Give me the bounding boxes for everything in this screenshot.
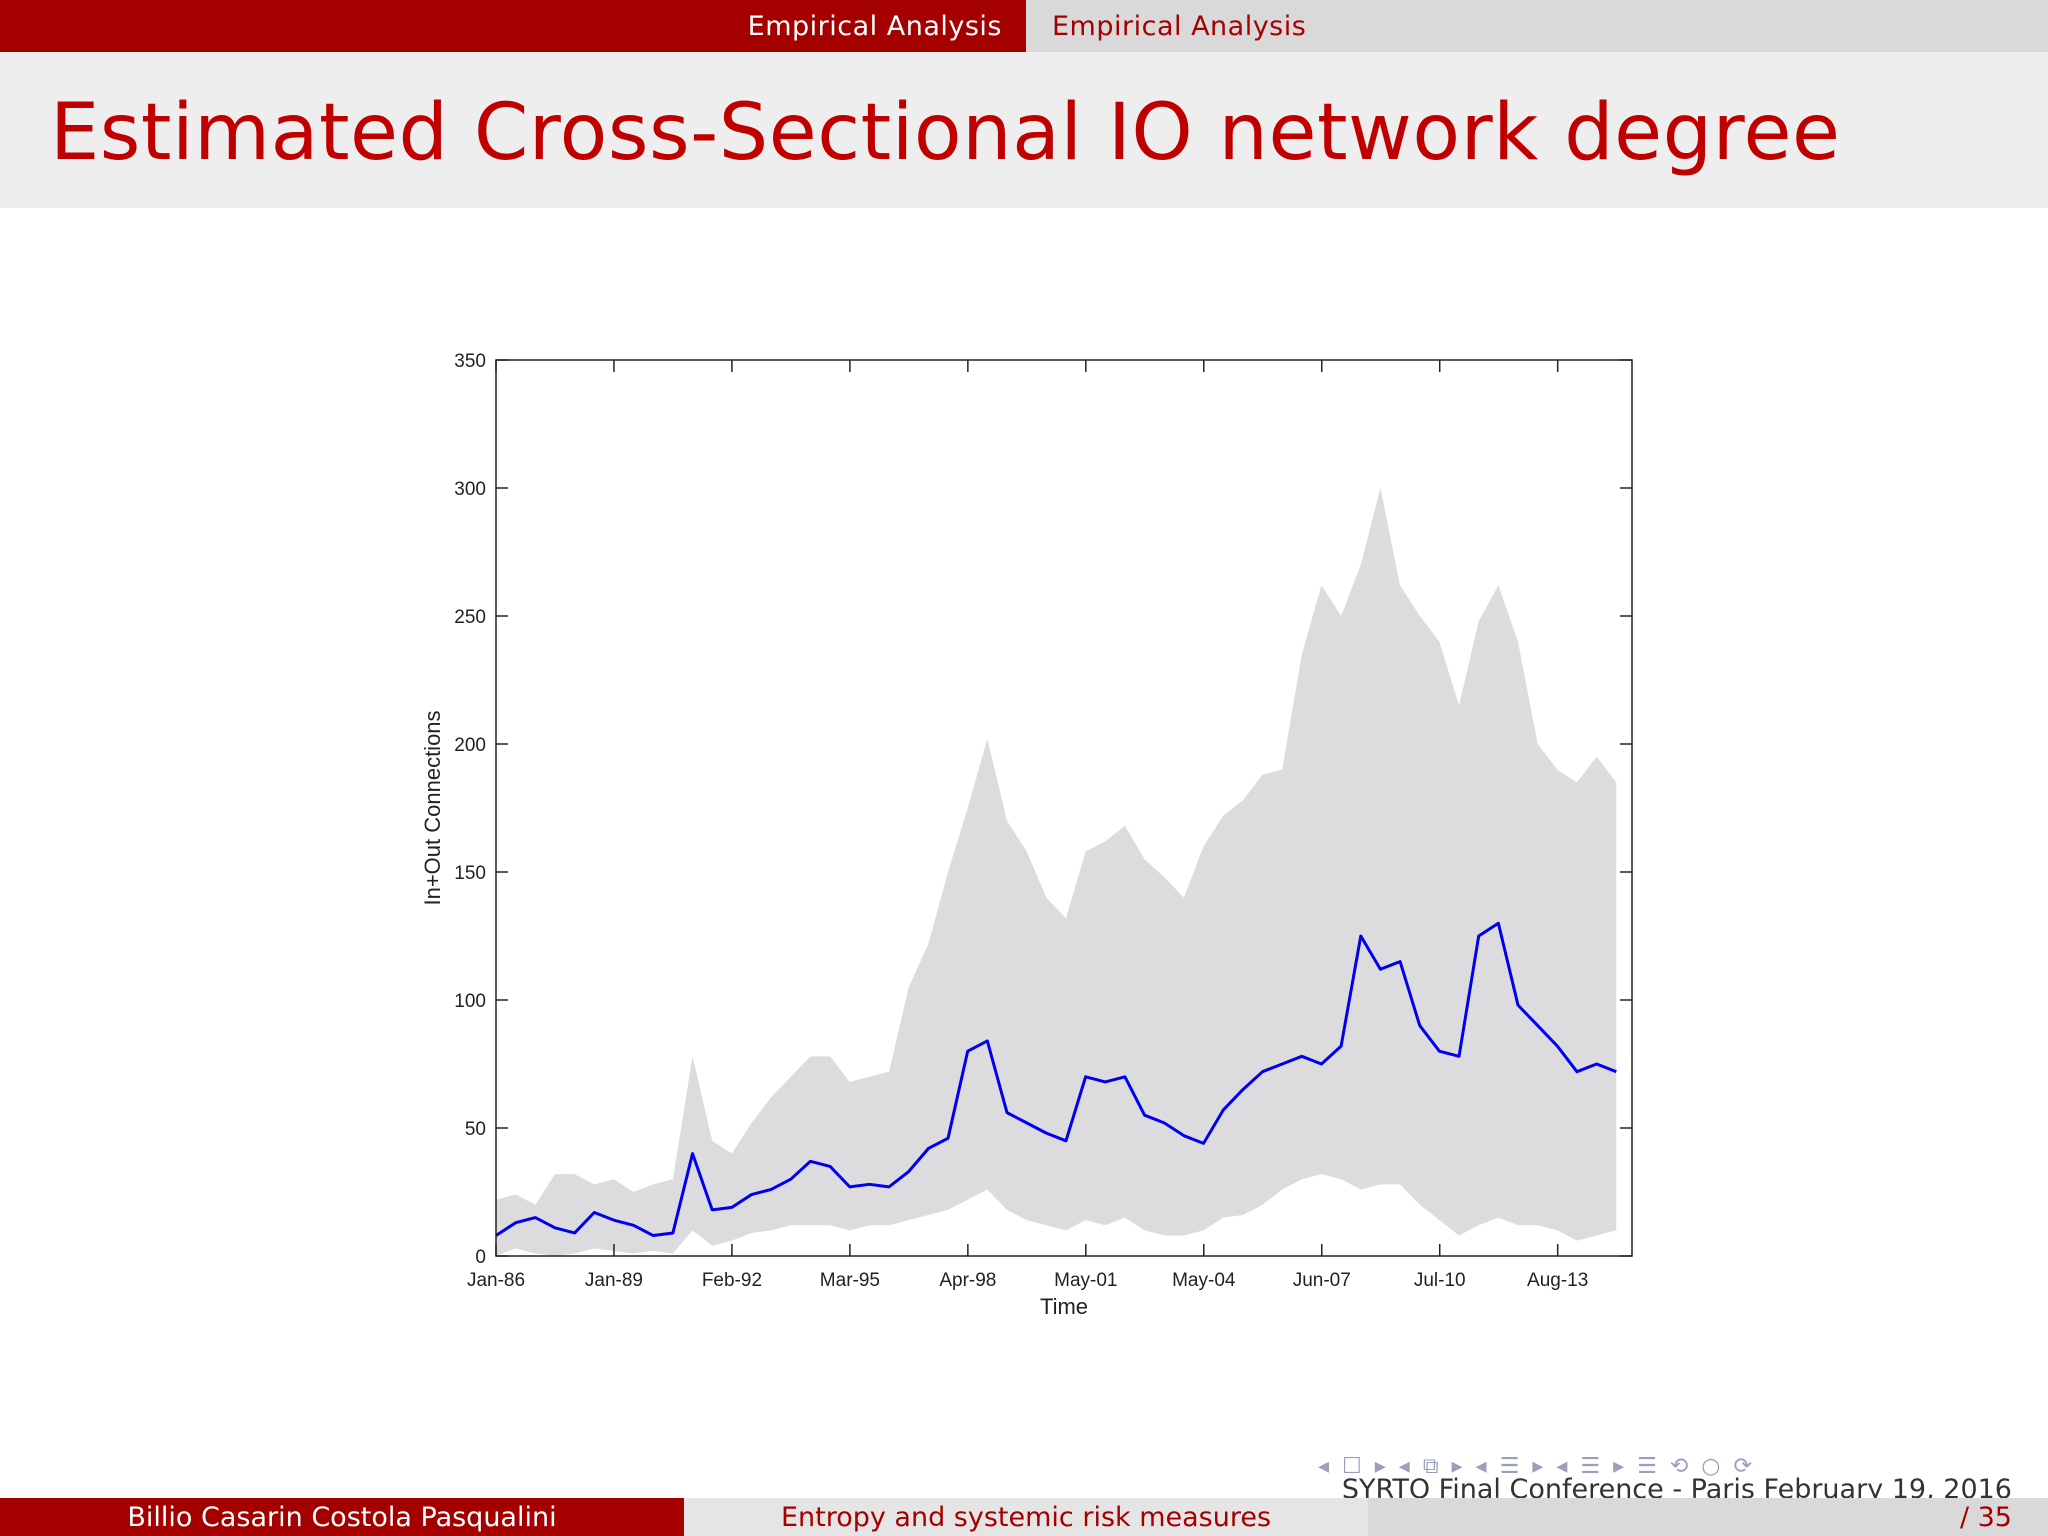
y-axis-label: In+Out Connections bbox=[420, 710, 445, 905]
x-tick-label: Aug-13 bbox=[1527, 1270, 1588, 1291]
section-nav-bar: Empirical Analysis Empirical Analysis bbox=[0, 0, 2048, 52]
x-tick-label: Feb-92 bbox=[702, 1270, 762, 1291]
section-nav-current[interactable]: Empirical Analysis bbox=[0, 0, 1026, 52]
credible-band-area bbox=[496, 488, 1617, 1256]
x-tick-label: Jan-86 bbox=[467, 1270, 525, 1291]
y-tick-label: 50 bbox=[465, 1119, 486, 1140]
section-label-left: Empirical Analysis bbox=[747, 10, 1002, 42]
x-tick-label: May-04 bbox=[1172, 1270, 1236, 1291]
y-tick-label: 250 bbox=[454, 607, 486, 628]
x-tick-label: Jan-89 bbox=[585, 1270, 643, 1291]
x-tick-label: Jun-07 bbox=[1293, 1270, 1351, 1291]
footer-authors-box: Billio Casarin Costola Pasqualini bbox=[0, 1498, 684, 1536]
x-tick-label: Apr-98 bbox=[939, 1270, 996, 1291]
y-tick-label: 0 bbox=[475, 1247, 486, 1268]
y-tick-label: 300 bbox=[454, 479, 486, 500]
footer-authors: Billio Casarin Costola Pasqualini bbox=[127, 1501, 557, 1533]
footer-bar: Billio Casarin Costola Pasqualini Entrop… bbox=[0, 1498, 2048, 1536]
x-tick-label: Mar-95 bbox=[820, 1270, 880, 1291]
x-tick-label: Jul-10 bbox=[1414, 1270, 1466, 1291]
title-bar: Estimated Cross-Sectional IO network deg… bbox=[0, 52, 2048, 208]
footer-page-box: / 35 bbox=[1368, 1498, 2048, 1536]
x-axis-label: Time bbox=[1040, 1294, 1088, 1319]
section-nav-next[interactable]: Empirical Analysis bbox=[1026, 0, 2048, 52]
y-tick-label: 100 bbox=[454, 991, 486, 1012]
footer-page-number: / 35 bbox=[1959, 1501, 2012, 1533]
x-tick-label: May-01 bbox=[1054, 1270, 1117, 1291]
y-tick-label: 150 bbox=[454, 863, 486, 884]
degree-chart: 0 50 100 150 200 250 300 350 Jan-86 Jan-89 Feb-92 M… bbox=[420, 351, 1633, 1319]
beamer-navigation-icons[interactable]: ◂ ☐ ▸ ◂ ⧉ ▸ ◂ ☰ ▸ ◂ ☰ ▸ ☰ ⟲ ○ ⟳ bbox=[1318, 1454, 1755, 1479]
footer-talk-title: Entropy and systemic risk measures bbox=[780, 1501, 1272, 1533]
plot-frame bbox=[495, 359, 1633, 1257]
slide-title: Estimated Cross-Sectional IO network deg… bbox=[50, 88, 1841, 178]
footer-talk-title-box: Entropy and systemic risk measures bbox=[684, 1498, 1368, 1536]
section-label-right: Empirical Analysis bbox=[1052, 10, 1307, 42]
median-degree-line bbox=[495, 921, 1617, 1238]
y-tick-label: 200 bbox=[454, 735, 486, 756]
y-tick-label: 350 bbox=[454, 351, 486, 372]
